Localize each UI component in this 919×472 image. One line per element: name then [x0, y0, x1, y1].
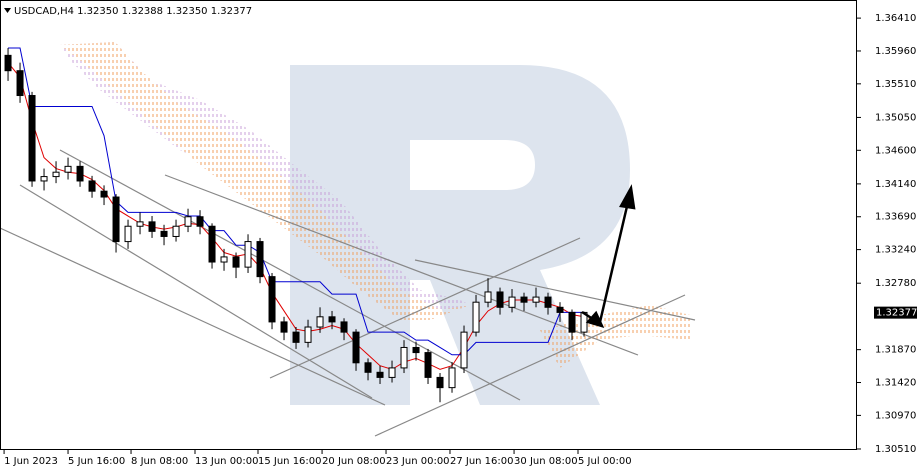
y-tick-label: 1.31870	[875, 345, 916, 356]
candle-body	[196, 216, 204, 227]
candle-body	[40, 176, 48, 182]
candle-body	[160, 230, 168, 237]
candle-body	[328, 316, 336, 323]
candle-body	[292, 331, 300, 343]
y-tick-label: 1.34600	[875, 145, 916, 156]
indicator-line	[8, 47, 585, 356]
candle-body	[76, 165, 84, 182]
trend-lines	[0, 149, 696, 437]
y-tick-label: 1.34140	[875, 179, 916, 190]
candle-body	[220, 256, 228, 263]
x-tick-label: 5 Jul 00:00	[578, 456, 632, 467]
y-tick-label: 1.30510	[875, 444, 916, 455]
candle-body	[172, 225, 180, 237]
x-tick-label: 27 Jun 16:00	[450, 456, 514, 467]
candle-body	[88, 180, 96, 192]
candle-body	[4, 54, 12, 72]
forecast-arrows	[581, 184, 636, 328]
y-tick-label: 1.33690	[875, 212, 916, 223]
candle-body	[496, 291, 504, 308]
current-price-box	[874, 306, 917, 319]
candle-body	[556, 306, 564, 313]
candle-body	[244, 241, 252, 268]
candle-body	[568, 311, 576, 333]
candle-body	[436, 376, 444, 389]
candle-body	[28, 95, 36, 182]
y-tick-label: 1.33240	[875, 245, 916, 256]
current-price-label: 1.32377	[876, 308, 917, 319]
x-tick-label: 23 Jun 00:00	[386, 456, 450, 467]
candle-body	[112, 196, 120, 243]
candle-body	[472, 301, 480, 333]
candle-body	[280, 321, 288, 333]
candle-body	[64, 165, 72, 173]
axes: 1.36410 1.35960 1.35510 1.35050 1.34600 1.341…	[3, 13, 917, 467]
candle-body	[544, 296, 552, 308]
candle-body	[376, 371, 384, 378]
menu-triangle	[4, 8, 11, 13]
candle-body	[520, 296, 528, 303]
candle-body	[208, 225, 216, 263]
y-tick-label: 1.30970	[875, 410, 916, 421]
x-tick-label: 8 Jun 08:00	[131, 456, 188, 467]
candle-body	[232, 256, 240, 268]
candle-body	[508, 296, 516, 308]
x-tick-label: 13 Jun 00:00	[195, 456, 259, 467]
candles	[4, 48, 588, 403]
candle-body	[268, 276, 276, 323]
candle-body	[256, 241, 264, 278]
candle-body	[100, 190, 108, 198]
y-tick-label: 1.35510	[875, 79, 916, 90]
candle-body	[484, 291, 492, 303]
plot-frame	[0, 0, 857, 450]
candle-body	[16, 70, 24, 97]
y-tick-label: 1.36410	[875, 13, 916, 24]
candle-body	[184, 216, 192, 227]
x-tick-label: 30 Jun 08:00	[514, 456, 578, 467]
candle-body	[388, 367, 396, 378]
header: USDCAD,H4 1.32350 1.32388 1.32350 1.3237…	[14, 6, 252, 17]
candle-body	[364, 362, 372, 373]
x-tick-label: 1 Jun 2023	[4, 456, 58, 467]
candle-body	[52, 171, 60, 178]
y-tick-label: 1.32780	[875, 278, 916, 289]
x-tick-label: 20 Jun 08:00	[322, 456, 386, 467]
candle-body	[352, 331, 360, 364]
y-tick-label: 1.31420	[875, 378, 916, 389]
candle-body	[460, 331, 468, 369]
candle-body	[412, 346, 420, 354]
x-tick-label: 5 Jun 16:00	[68, 456, 125, 467]
candle-body	[424, 352, 432, 378]
y-tick-label: 1.35960	[875, 46, 916, 57]
candle-body	[532, 296, 540, 303]
ichimoku-cloud	[60, 42, 690, 368]
candle-body	[148, 221, 156, 232]
candle-body	[340, 321, 348, 333]
y-tick-label: 1.35050	[875, 112, 916, 123]
candle-body	[124, 225, 132, 243]
candle-body	[136, 221, 144, 227]
candle-body	[304, 326, 312, 343]
x-tick-label: 15 Jun 16:00	[258, 456, 322, 467]
candle-body	[400, 346, 408, 369]
candle-body	[448, 367, 456, 389]
candle-body	[316, 316, 324, 328]
